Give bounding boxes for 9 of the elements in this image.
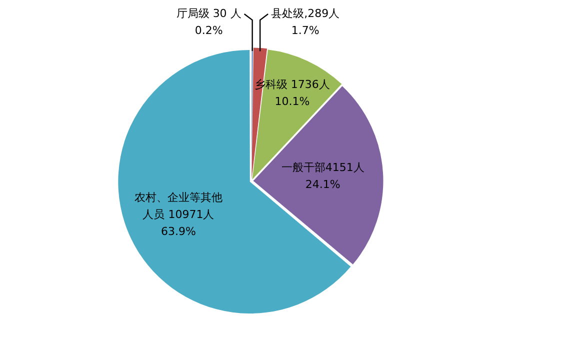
- slice-label: 农村、企业等其他人员 10971人: [134, 190, 222, 221]
- slice-label: 厅局级 30 人: [176, 6, 242, 20]
- data-label: 24.1%: [305, 178, 340, 192]
- data-label: 0.2%: [194, 24, 223, 37]
- data-label: 1.7%: [291, 24, 320, 37]
- slice-label: 一般干部4151人: [281, 161, 364, 174]
- slice-label: 县处级,289人: [271, 6, 340, 20]
- data-label: 10.1%: [274, 95, 310, 108]
- data-label: 63.9%: [160, 224, 196, 238]
